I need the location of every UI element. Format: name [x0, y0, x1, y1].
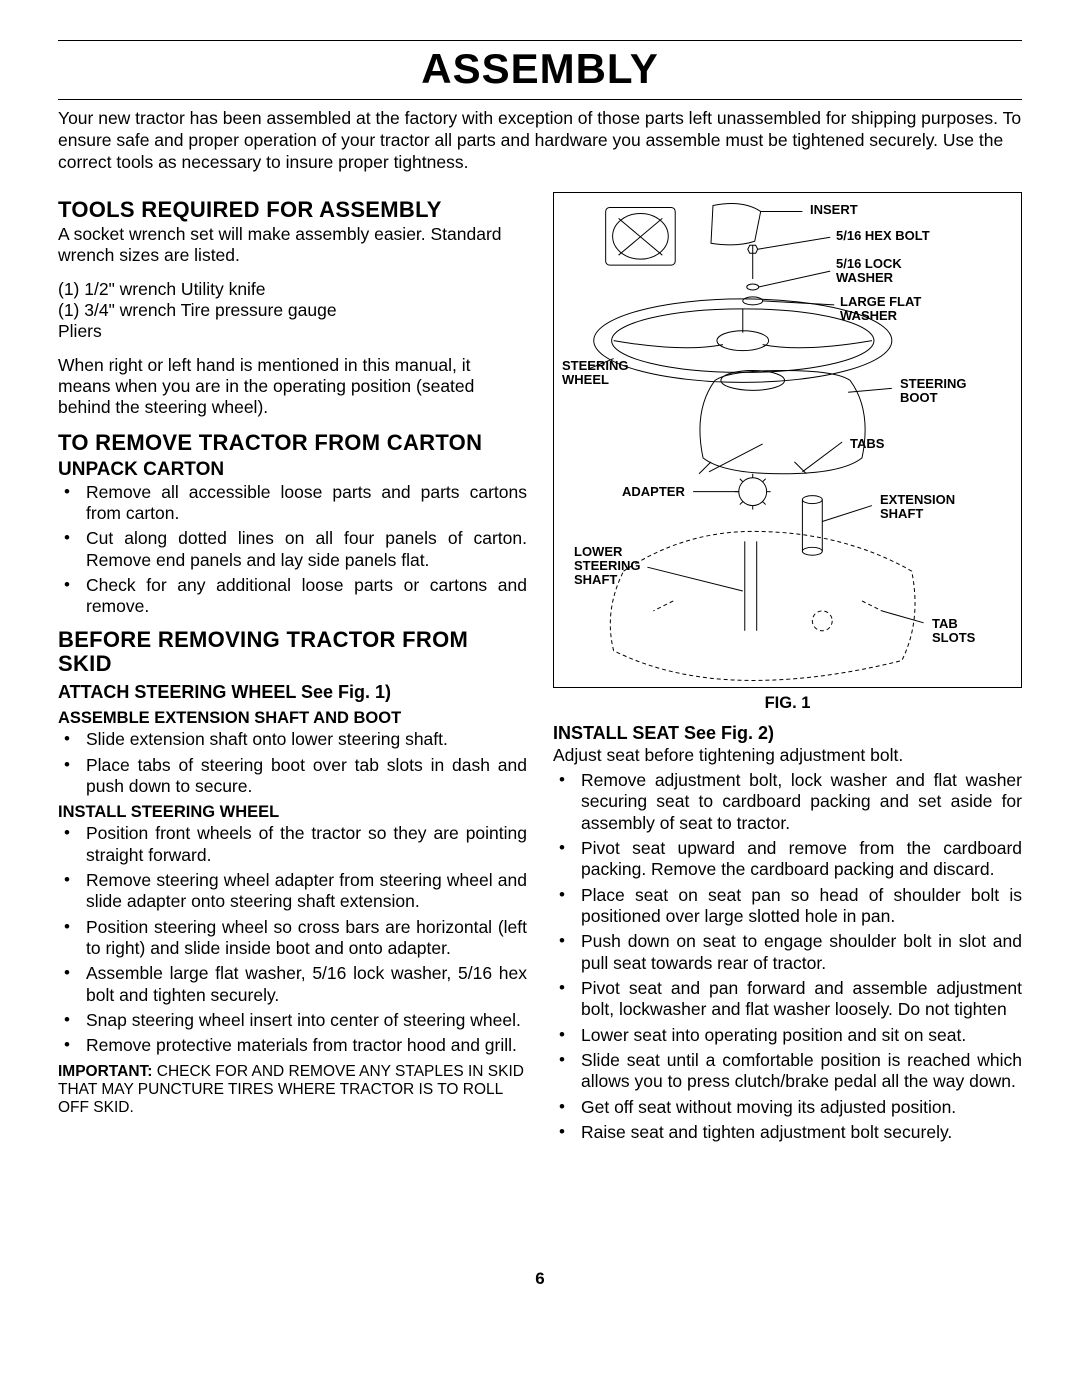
attach-steering-heading: ATTACH STEERING WHEEL See Fig. 1): [58, 682, 527, 703]
left-column: TOOLS REQUIRED FOR ASSEMBLY A socket wre…: [58, 192, 527, 1150]
unpack-list: Remove all accessible loose parts and pa…: [58, 482, 527, 618]
tools-intro: A socket wrench set will make assembly e…: [58, 224, 527, 267]
right-column: INSERT 5/16 HEX BOLT 5/16 LOCK WASHER LA…: [553, 192, 1022, 1150]
install-seat-list: Remove adjustment bolt, lock washer and …: [553, 770, 1022, 1144]
fig-label-adapter: ADAPTER: [622, 485, 685, 499]
list-item: Push down on seat to engage shoulder bol…: [553, 931, 1022, 974]
figure-1-caption: FIG. 1: [553, 694, 1022, 713]
two-column-layout: TOOLS REQUIRED FOR ASSEMBLY A socket wre…: [58, 192, 1022, 1150]
fig-label-steeringwheel: STEERING WHEEL: [562, 359, 628, 388]
install-seat-heading: INSTALL SEAT See Fig. 2): [553, 723, 1022, 744]
fig-label-extshaft: EXTENSION SHAFT: [880, 493, 955, 522]
list-item: Pivot seat upward and remove from the ca…: [553, 838, 1022, 881]
list-item: Cut along dotted lines on all four panel…: [58, 528, 527, 571]
assemble-list: Slide extension shaft onto lower steerin…: [58, 729, 527, 797]
install-seat-intro: Adjust seat before tightening adjustment…: [553, 745, 1022, 766]
list-item: Lower seat into operating position and s…: [553, 1025, 1022, 1046]
list-item: Get off seat without moving its adjusted…: [553, 1097, 1022, 1118]
fig-label-boot: STEERING BOOT: [900, 377, 966, 406]
remove-heading: TO REMOVE TRACTOR FROM CARTON: [58, 431, 527, 455]
fig-label-tabslots: TAB SLOTS: [932, 617, 975, 646]
assemble-ext-heading: ASSEMBLE EXTENSION SHAFT AND BOOT: [58, 709, 527, 728]
fig-label-insert: INSERT: [810, 203, 858, 217]
install-steering-heading: INSTALL STEERING WHEEL: [58, 803, 527, 822]
tools-heading: TOOLS REQUIRED FOR ASSEMBLY: [58, 198, 527, 222]
fig-label-lockwasher: 5/16 LOCK WASHER: [836, 257, 902, 286]
page-number: 6: [58, 1269, 1022, 1289]
figure-1-box: INSERT 5/16 HEX BOLT 5/16 LOCK WASHER LA…: [553, 192, 1022, 688]
list-item: Remove adjustment bolt, lock washer and …: [553, 770, 1022, 834]
list-item: Place tabs of steering boot over tab slo…: [58, 755, 527, 798]
list-item: Position steering wheel so cross bars ar…: [58, 917, 527, 960]
list-item: Pivot seat and pan forward and assemble …: [553, 978, 1022, 1021]
fig-label-hexbolt: 5/16 HEX BOLT: [836, 229, 930, 243]
important-note: IMPORTANT: CHECK FOR AND REMOVE ANY STAP…: [58, 1063, 527, 1118]
figure-1-svg: [554, 193, 1021, 687]
list-item: Remove steering wheel adapter from steer…: [58, 870, 527, 913]
list-item: Check for any additional loose parts or …: [58, 575, 527, 618]
unpack-heading: UNPACK CARTON: [58, 459, 527, 481]
fig-label-flatwasher: LARGE FLAT WASHER: [840, 295, 921, 324]
hand-note: When right or left hand is mentioned in …: [58, 355, 527, 419]
before-heading: BEFORE REMOVING TRACTOR FROM SKID: [58, 628, 527, 676]
fig-label-lowershaft: LOWER STEERING SHAFT: [574, 545, 640, 588]
list-item: Slide seat until a comfortable position …: [553, 1050, 1022, 1093]
page-title: ASSEMBLY: [58, 45, 1022, 93]
list-item: Position front wheels of the tractor so …: [58, 823, 527, 866]
fig-label-tabs: TABS: [850, 437, 884, 451]
rule-under-title: [58, 99, 1022, 100]
important-label: IMPORTANT:: [58, 1063, 152, 1080]
tools-list: (1) 1/2" wrench Utility knife (1) 3/4" w…: [58, 279, 527, 343]
list-item: Snap steering wheel insert into center o…: [58, 1010, 527, 1031]
rule-top: [58, 40, 1022, 41]
list-item: Assemble large flat washer, 5/16 lock wa…: [58, 963, 527, 1006]
list-item: Remove all accessible loose parts and pa…: [58, 482, 527, 525]
intro-paragraph: Your new tractor has been assembled at t…: [58, 108, 1022, 174]
list-item: Remove protective materials from tractor…: [58, 1035, 527, 1056]
list-item: Place seat on seat pan so head of should…: [553, 885, 1022, 928]
list-item: Slide extension shaft onto lower steerin…: [58, 729, 527, 750]
list-item: Raise seat and tighten adjustment bolt s…: [553, 1122, 1022, 1143]
install-steering-list: Position front wheels of the tractor so …: [58, 823, 527, 1056]
